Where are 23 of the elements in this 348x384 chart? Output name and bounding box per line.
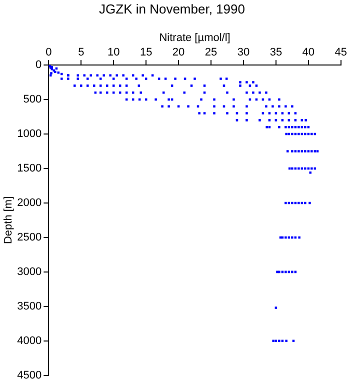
chart-title: JGZK in November, 1990 [99, 1, 245, 16]
y-tick-label: 4000 [17, 334, 42, 347]
y-tick-label: 3000 [17, 266, 42, 278]
x-tick-label: 15 [140, 46, 152, 58]
y-tick-label: 2500 [17, 231, 42, 244]
x-tick-label: 40 [302, 46, 315, 58]
y-tick-label: 500 [23, 94, 42, 106]
x-tick-label: 35 [270, 46, 282, 58]
x-tick-label: 30 [237, 46, 250, 58]
x-tick-label: 5 [78, 46, 84, 58]
y-tick-label: 2000 [17, 196, 42, 209]
y-tick-label: 3500 [17, 300, 42, 312]
x-tick-label: 0 [46, 46, 52, 58]
y-tick-label: 1000 [17, 128, 42, 140]
y-tick-label: 0 [36, 59, 42, 72]
x-tick-label: 45 [334, 46, 348, 58]
y-axis-title: Depth [m] [2, 196, 15, 244]
x-tick-label: 20 [172, 46, 185, 58]
y-tick-label: 4500 [17, 369, 42, 382]
x-tick-label: 10 [107, 46, 120, 58]
x-axis-title: Nitrate [µmol/l] [159, 32, 230, 44]
y-tick-label: 1500 [17, 162, 42, 174]
x-tick-label: 25 [204, 46, 218, 58]
